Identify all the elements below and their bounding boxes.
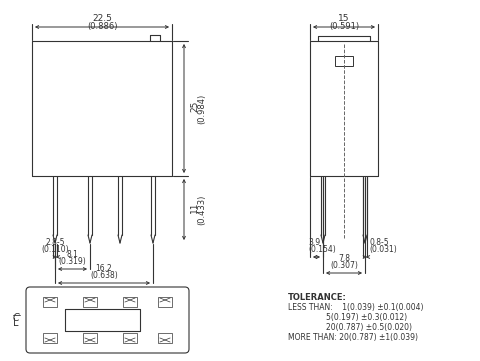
Text: 11: 11 [190, 202, 199, 213]
Bar [83, 333, 97, 343]
Text: (0.319): (0.319) [59, 257, 86, 266]
Text: (0.886): (0.886) [87, 22, 117, 31]
Text: 16.2: 16.2 [96, 264, 112, 273]
Text: L: L [13, 318, 19, 328]
Text: 3.9: 3.9 [308, 238, 320, 247]
Text: 5(0.197) ±0.3(0.012): 5(0.197) ±0.3(0.012) [288, 313, 407, 322]
Text: (0.433): (0.433) [197, 194, 206, 225]
Text: 15: 15 [338, 14, 350, 23]
Text: 7.8: 7.8 [338, 254, 350, 263]
Bar [158, 297, 172, 307]
Text: (0.984): (0.984) [197, 93, 206, 123]
Text: (0.638): (0.638) [90, 271, 118, 280]
Bar [123, 333, 137, 343]
Text: LESS THAN:    1(0.039) ±0.1(0.004): LESS THAN: 1(0.039) ±0.1(0.004) [288, 303, 423, 312]
Text: (0.110): (0.110) [41, 245, 69, 254]
Text: 0.8-5: 0.8-5 [369, 238, 389, 247]
Text: (0.154): (0.154) [308, 245, 336, 254]
Text: MORE THAN: 20(0.787) ±1(0.039): MORE THAN: 20(0.787) ±1(0.039) [288, 333, 418, 342]
Text: 25: 25 [190, 101, 199, 112]
Text: C: C [12, 313, 19, 323]
Text: 2.8-5: 2.8-5 [45, 238, 65, 247]
Text: 22.5: 22.5 [92, 14, 112, 23]
Bar [123, 297, 137, 307]
Text: 8.1: 8.1 [67, 250, 78, 259]
Text: (0.031): (0.031) [369, 245, 397, 254]
Bar [43, 297, 57, 307]
Text: TOLERANCE:: TOLERANCE: [288, 293, 347, 302]
Text: 20(0.787) ±0.5(0.020): 20(0.787) ±0.5(0.020) [288, 323, 412, 332]
Text: (0.591): (0.591) [329, 22, 359, 31]
Text: (0.307): (0.307) [330, 261, 358, 270]
Bar [158, 333, 172, 343]
Bar [83, 297, 97, 307]
Bar [335, 56, 353, 66]
Bar [43, 333, 57, 343]
